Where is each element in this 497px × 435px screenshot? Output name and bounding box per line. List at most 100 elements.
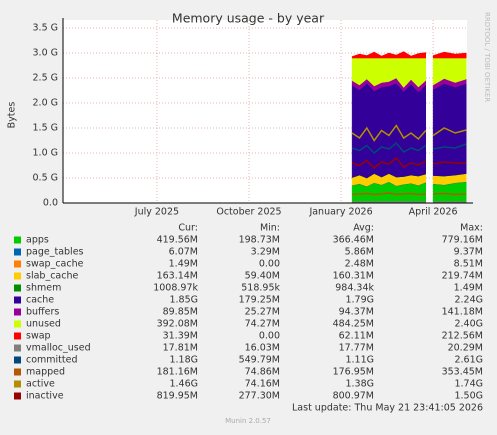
legend-stat: 141.18M [442,307,483,318]
legend-stat: 198.73M [239,235,280,246]
legend-swatch [14,380,21,388]
legend-column-header: Max: [460,223,483,234]
legend-stat: 1.46G [169,379,198,390]
legend-stat: 176.95M [333,367,374,378]
legend-stat: 17.77M [339,343,374,354]
legend-stat: 1.49M [454,283,483,294]
legend-stat: 366.46M [333,235,374,246]
legend-label: active [26,379,55,390]
legend-stat: 181.16M [157,367,198,378]
legend-stat: 20.29M [448,343,483,354]
legend-swatch [14,308,21,316]
y-tick-label: 3.5 G [33,23,59,34]
legend-stat: 1.18G [169,355,198,366]
area-swap [351,51,467,59]
legend-stat: 74.86M [245,367,280,378]
legend-stat: 1.11G [345,355,374,366]
legend-stat: 277.30M [239,391,280,402]
legend-stat: 1.49M [169,259,198,270]
legend-label: slab_cache [26,271,78,282]
legend-stat: 59.40M [245,271,280,282]
legend-swatch [14,392,21,400]
legend-stat: 16.03M [245,343,280,354]
line-committed [351,141,467,155]
legend-swatch [14,272,21,280]
legend-swatch [14,296,21,304]
legend-stat: 5.86M [345,247,374,258]
legend-stat: 2.24G [454,295,483,306]
legend-swatch [14,356,21,364]
legend-column-header: Cur: [178,223,198,234]
legend-label: swap [26,331,51,342]
legend-column-header: Min: [260,223,280,234]
last-update: Last update: Thu May 21 23:41:05 2026 [292,403,483,414]
x-tick-label: October 2025 [216,207,281,218]
legend-label: mapped [26,367,65,378]
legend-stat: 160.31M [333,271,374,282]
x-tick-label: April 2026 [409,207,458,218]
legend-stat: 392.08M [157,319,198,330]
legend-label: shmem [26,283,61,294]
legend-swatch [14,368,21,376]
legend-stat: 3.29M [251,247,280,258]
legend-swatch [14,284,21,292]
legend-swatch [14,344,21,352]
legend-stat: 484.25M [333,319,374,330]
legend-stat: 779.16M [442,235,483,246]
legend-stat: 1.38G [345,379,374,390]
legend-stat: 353.45M [442,367,483,378]
legend-stat: 62.11M [339,331,374,342]
legend-column-header: Avg: [353,223,374,234]
legend-stat: 1008.97k [153,283,198,294]
legend-stat: 74.16M [245,379,280,390]
legend-stat: 163.14M [157,271,198,282]
y-tick-label: 1.5 G [33,123,59,134]
y-tick-label: 0.5 G [33,173,59,184]
legend-stat: 89.85M [163,307,198,318]
legend-stat: 1.50G [454,391,483,402]
legend-label: apps [26,235,49,246]
legend-stat: 219.74M [442,271,483,282]
legend-label: buffers [26,307,59,318]
legend-stat: 2.40G [454,319,483,330]
legend-stat: 2.48M [345,259,374,270]
x-tick-label: July 2025 [134,207,179,218]
chart-title: Memory usage - by year [172,11,325,26]
legend-stat: 9.37M [454,247,483,258]
legend-swatch [14,260,21,268]
y-tick-label: 2.0 G [33,98,59,109]
watermark: RRDTOOL / TOBI OETIKER [483,12,491,102]
legend-stat: 549.79M [239,355,280,366]
legend-label: vmalloc_used [26,343,91,354]
legend-stat: 1.79G [345,295,374,306]
legend-label: swap_cache [26,259,84,270]
legend-stat: 0.00 [259,331,280,342]
legend-stat: 31.39M [163,331,198,342]
x-tick-label: January 2026 [308,207,372,218]
legend-stat: 819.95M [157,391,198,402]
legend-stat: 212.56M [442,331,483,342]
y-tick-label: 0.0 [43,198,58,209]
legend-stat: 17.81M [163,343,198,354]
legend-label: unused [26,319,61,330]
legend-stat: 518.95k [241,283,280,294]
legend-stat: 419.56M [157,235,198,246]
footer: Munin 2.0.57 [225,417,271,425]
legend-label: inactive [26,391,64,402]
legend-stat: 1.85G [169,295,198,306]
legend-swatch [14,248,21,256]
legend-label: cache [26,295,54,306]
legend-stat: 6.07M [169,247,198,258]
legend-stat: 0.00 [259,259,280,270]
y-tick-label: 3.0 G [33,48,59,59]
line-inactive [351,156,467,170]
legend-label: page_tables [26,247,84,258]
legend-label: committed [26,355,78,366]
legend-stat: 800.97M [333,391,374,402]
legend-stat: 1.74G [454,379,483,390]
legend-stat: 25.27M [245,307,280,318]
y-axis-label: Bytes [7,102,18,129]
legend-stat: 8.51M [454,259,483,270]
legend-stat: 984.34k [335,283,374,294]
